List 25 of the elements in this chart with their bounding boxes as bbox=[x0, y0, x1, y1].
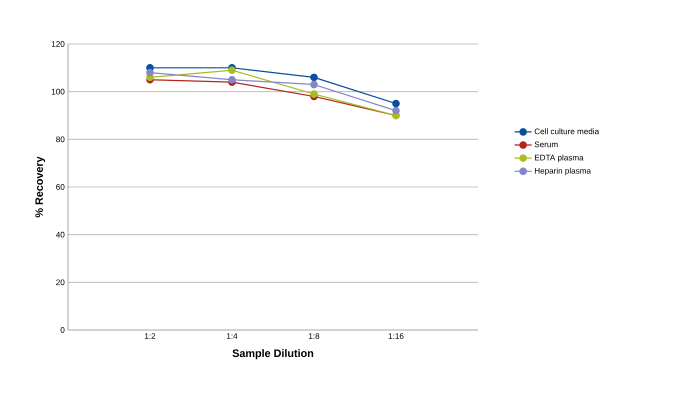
point bbox=[310, 90, 318, 98]
legend-label: EDTA plasma bbox=[534, 154, 584, 162]
legend-label: Heparin plasma bbox=[534, 168, 591, 176]
point bbox=[310, 74, 318, 82]
x-tick-label: 1:8 bbox=[308, 333, 320, 339]
point bbox=[310, 80, 318, 88]
point bbox=[392, 106, 400, 115]
y-tick-label: 80 bbox=[56, 136, 64, 142]
y-axis-title: % Recovery bbox=[35, 156, 46, 218]
x-tick-label: 1:4 bbox=[226, 333, 238, 339]
x-tick-label: 1:16 bbox=[388, 333, 404, 339]
point bbox=[228, 66, 236, 74]
x-axis-title: Sample Dilution bbox=[232, 349, 314, 360]
legend-label: Cell culture media bbox=[534, 128, 600, 134]
x-tick-label: 1:2 bbox=[144, 333, 156, 339]
point bbox=[228, 76, 236, 84]
point bbox=[392, 100, 400, 108]
legend-label: Serum bbox=[534, 142, 558, 148]
y-tick-label: 60 bbox=[56, 184, 64, 190]
y-tick-label: 20 bbox=[56, 279, 64, 286]
y-tick-label: 40 bbox=[56, 232, 64, 238]
y-tick-label: 0 bbox=[60, 327, 64, 333]
point bbox=[146, 68, 154, 76]
y-tick-label: 100 bbox=[52, 88, 64, 95]
y-tick-label: 120 bbox=[52, 41, 64, 47]
